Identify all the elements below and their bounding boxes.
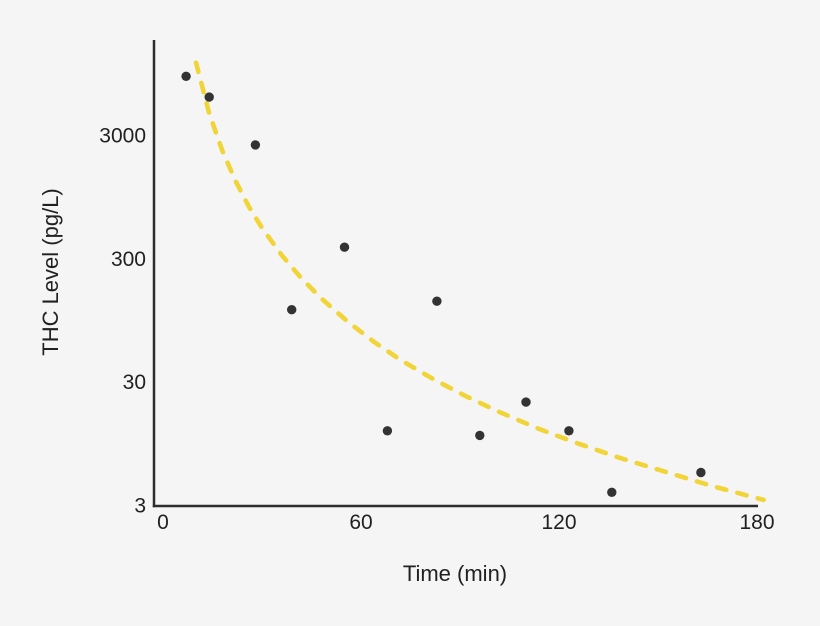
data-point (521, 397, 531, 407)
data-point (564, 426, 574, 436)
y-tick-3000: 3000 (99, 125, 146, 148)
trend-layer (193, 60, 766, 503)
x-tick-180: 180 (739, 511, 774, 534)
y-tick-300: 300 (111, 248, 146, 271)
data-point (432, 296, 442, 306)
y-tick-30: 30 (123, 371, 146, 394)
y-axis-title: THC Level (pg/L) (38, 188, 63, 356)
data-point (250, 140, 261, 150)
x-tick-120: 120 (541, 511, 576, 534)
y-tick-labels: 3000 300 30 3 (99, 125, 146, 518)
data-point (204, 92, 214, 102)
data-point (382, 426, 393, 436)
points-layer (181, 71, 706, 497)
data-point (475, 430, 485, 441)
data-point (181, 71, 191, 82)
x-tick-0: 0 (157, 511, 169, 534)
axes (152, 40, 758, 508)
data-point (287, 305, 297, 315)
x-axis-title: Time (min) (403, 561, 507, 586)
x-tick-60: 60 (349, 511, 372, 534)
data-point (339, 242, 350, 252)
data-point (696, 467, 706, 478)
x-tick-labels: 0 60 120 180 (157, 511, 774, 534)
data-point (607, 487, 617, 497)
y-tick-3: 3 (134, 495, 146, 518)
trend-line (193, 60, 766, 503)
